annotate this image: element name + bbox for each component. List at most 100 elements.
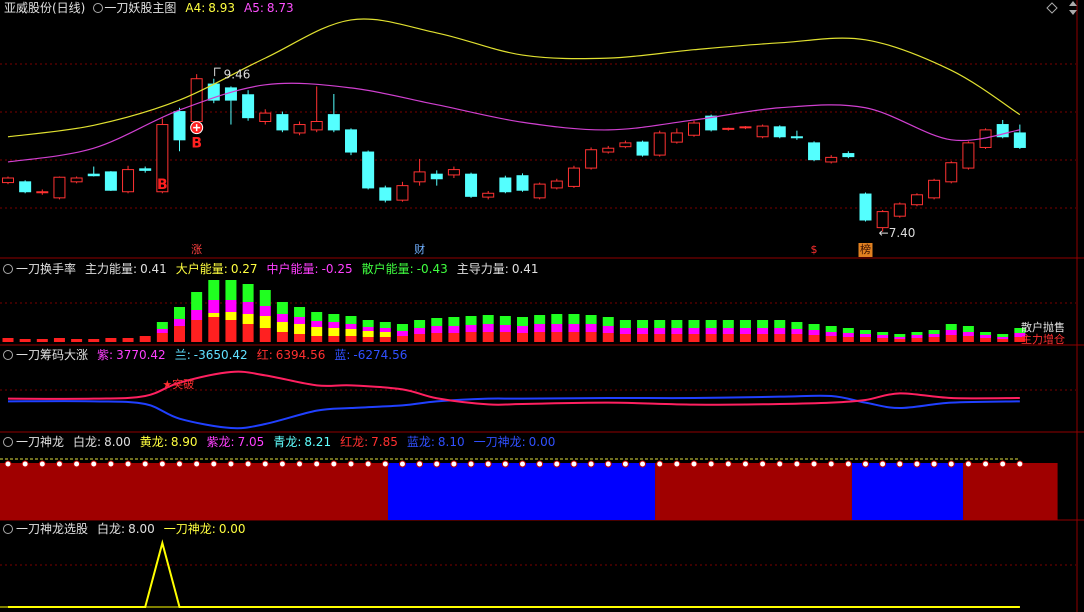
bar-segment bbox=[414, 334, 426, 342]
bar-segment bbox=[36, 339, 48, 342]
legend-value: 8.00 bbox=[104, 435, 131, 449]
high-label: 9.46 bbox=[224, 68, 251, 82]
candle-body bbox=[739, 126, 752, 129]
candle-body bbox=[482, 192, 495, 198]
signal-dot bbox=[330, 460, 338, 468]
legend-value: 0.41 bbox=[140, 262, 167, 276]
bar-segment bbox=[757, 320, 769, 328]
candle-body bbox=[104, 171, 117, 191]
bar-segment bbox=[156, 333, 168, 342]
signal-dot bbox=[158, 460, 166, 468]
marker: 财 bbox=[414, 242, 425, 256]
signal-dot bbox=[364, 460, 372, 468]
candle-body bbox=[825, 156, 838, 163]
legend-value: 6394.56 bbox=[275, 348, 326, 362]
bar-segment bbox=[877, 335, 889, 338]
candle-body bbox=[602, 147, 615, 153]
bar-segment bbox=[156, 322, 168, 329]
signal-dot bbox=[210, 460, 218, 468]
candle-body bbox=[705, 115, 718, 131]
bar-segment bbox=[225, 312, 237, 320]
bar-segment bbox=[791, 322, 803, 329]
candle-body bbox=[190, 78, 203, 122]
bar-segment bbox=[825, 332, 837, 336]
signal-label: B bbox=[157, 177, 168, 193]
panel-header: 亚威股份(日线) 一刀妖股主图 A4: 8.93 A5: 8.73 bbox=[4, 0, 297, 16]
marker: 涨 bbox=[191, 243, 202, 256]
bar-segment bbox=[860, 337, 871, 342]
legend-label: 紫: bbox=[97, 348, 114, 362]
bar-segment bbox=[311, 321, 323, 327]
bar-segment bbox=[705, 328, 717, 334]
bar-segment bbox=[722, 328, 734, 334]
candle-body bbox=[276, 114, 289, 131]
bar-segment bbox=[842, 337, 854, 342]
zone bbox=[851, 463, 964, 520]
signal-dot bbox=[296, 460, 304, 468]
signal-dot bbox=[947, 460, 955, 468]
signal-dot bbox=[621, 460, 629, 468]
signal-dot bbox=[707, 460, 715, 468]
legend-label: A4: bbox=[185, 1, 206, 15]
bar-segment bbox=[379, 328, 391, 332]
window-icon[interactable] bbox=[1046, 2, 1058, 14]
legend-value: 0.00 bbox=[218, 522, 246, 536]
candle-body bbox=[790, 136, 803, 139]
bar-segment bbox=[1014, 337, 1026, 342]
signal-dot bbox=[896, 460, 904, 468]
bar-segment bbox=[825, 336, 837, 342]
candle-body bbox=[53, 176, 66, 199]
bar-segment bbox=[808, 330, 820, 335]
bar-segment bbox=[465, 316, 477, 325]
legend-label: 主导力量: bbox=[456, 262, 509, 276]
bar-segment bbox=[379, 337, 391, 342]
candle-body bbox=[2, 177, 14, 184]
zone bbox=[655, 463, 852, 520]
signal-dot bbox=[227, 460, 235, 468]
bar-segment bbox=[431, 318, 443, 326]
signal-dot bbox=[244, 460, 252, 468]
bar-segment bbox=[276, 302, 288, 314]
candle-body bbox=[928, 179, 941, 199]
signal-dot bbox=[570, 460, 578, 468]
candle-body bbox=[1013, 132, 1026, 148]
bar-segment bbox=[705, 334, 717, 342]
legend-label: 红: bbox=[256, 348, 273, 362]
legend-value: 8.10 bbox=[437, 435, 465, 449]
candle-body bbox=[808, 142, 821, 161]
bar-segment bbox=[225, 320, 237, 342]
bar-segment bbox=[842, 328, 854, 333]
bar-segment bbox=[654, 328, 666, 334]
candle-body bbox=[670, 132, 683, 143]
bar-segment bbox=[928, 337, 940, 342]
bar-segment bbox=[259, 290, 271, 306]
candle-body bbox=[447, 169, 460, 176]
bar-segment bbox=[757, 328, 769, 334]
signal-dot bbox=[433, 460, 441, 468]
bar-segment bbox=[105, 338, 117, 342]
bar-segment bbox=[328, 336, 340, 342]
bar-segment bbox=[311, 336, 323, 342]
bar-segment bbox=[585, 315, 597, 324]
bar-segment bbox=[894, 337, 906, 339]
bar-segment bbox=[568, 332, 580, 342]
bar-segment bbox=[499, 325, 511, 332]
scroll-down-icon[interactable] bbox=[1069, 10, 1077, 15]
bar-segment bbox=[602, 317, 614, 326]
bar-segment bbox=[294, 307, 306, 317]
bar-segment bbox=[482, 324, 494, 332]
bar-segment bbox=[911, 335, 923, 338]
bar-segment bbox=[294, 324, 306, 334]
signal-dot bbox=[484, 460, 492, 468]
panel-icon bbox=[3, 437, 13, 447]
bar-segment bbox=[328, 314, 340, 322]
panel-header: 一刀换手率 主力能量: 0.41 大户能量: 0.27 中户能量: -0.25 散户能量: -0… bbox=[16, 261, 542, 277]
scroll-up-icon[interactable] bbox=[1069, 1, 1077, 6]
panel-header: 一刀筹码大涨 紫: 3770.42 兰: -3650.42 红: 6394.56 蓝: -627… bbox=[16, 347, 410, 363]
bar-segment bbox=[808, 324, 820, 330]
bar-segment bbox=[637, 328, 649, 334]
candle-body bbox=[876, 211, 889, 229]
candle-body bbox=[259, 112, 272, 122]
legend-value: 3770.42 bbox=[116, 348, 166, 362]
bar-segment bbox=[174, 307, 185, 319]
